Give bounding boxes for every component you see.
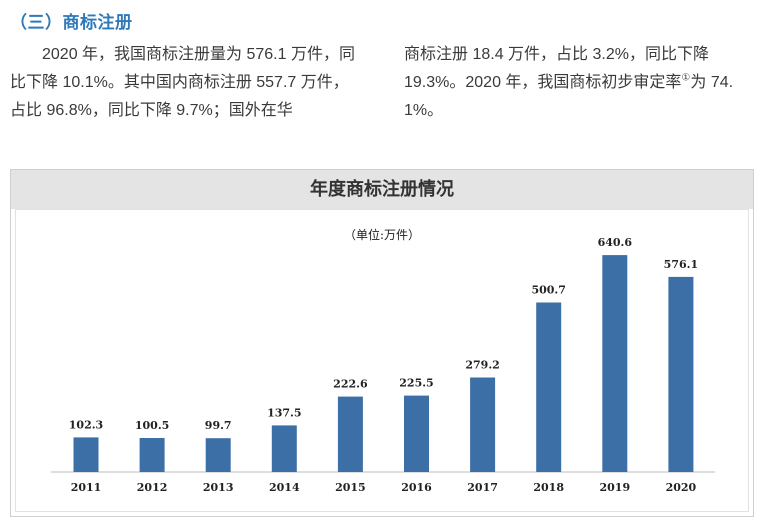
- paragraph-right-tail: 为 74. 1%。: [404, 74, 734, 119]
- chart-unit-label: （单位:万件）: [343, 228, 421, 242]
- chart-panel: 年度商标注册情况 （单位:万件） 102.3 2011 100.5 2012 99.7 2…: [10, 169, 754, 517]
- data-label-2018: 500.7: [531, 284, 565, 297]
- bar-2018: [536, 302, 562, 472]
- bar-2015: [337, 396, 363, 472]
- bar-chart: 102.3 2011 100.5 2012 99.7 2013 137.5 2014 222.6…: [51, 236, 715, 494]
- x-tick-label-2012: 2012: [137, 481, 168, 494]
- x-tick-label-2018: 2018: [533, 481, 564, 494]
- x-tick-label-2013: 2013: [203, 481, 234, 494]
- x-tick-label-2015: 2015: [335, 481, 366, 494]
- data-label-2017: 279.2: [465, 359, 499, 372]
- chart-plot-frame: [15, 209, 749, 512]
- x-tick-label-2011: 2011: [71, 481, 102, 494]
- x-tick-label-2016: 2016: [401, 481, 432, 494]
- bar-2020: [668, 276, 694, 472]
- body-paragraph-right: 商标注册 18.4 万件，占比 3.2%，同比下降 19.3%。2020 年，我…: [404, 41, 756, 125]
- data-label-2015: 222.6: [333, 378, 368, 391]
- chart-title: 年度商标注册情况: [310, 179, 454, 199]
- bar-2011: [73, 437, 99, 472]
- bar-2017: [470, 377, 496, 472]
- paragraph-right-text: 商标注册 18.4 万件，占比 3.2%，同比下降 19.3%。2020 年，我…: [404, 46, 709, 91]
- bar-2019: [602, 255, 628, 472]
- x-tick-label-2019: 2019: [599, 481, 630, 494]
- data-label-2019: 640.6: [598, 236, 633, 249]
- data-label-2012: 100.5: [135, 419, 169, 432]
- data-label-2014: 137.5: [267, 406, 301, 419]
- x-tick-label-2020: 2020: [666, 481, 697, 494]
- bar-2014: [271, 425, 297, 472]
- x-tick-label-2014: 2014: [269, 481, 300, 494]
- footnote-marker: ①: [681, 72, 691, 84]
- data-label-2013: 99.7: [205, 419, 232, 432]
- data-label-2011: 102.3: [69, 418, 103, 431]
- bar-2013: [205, 438, 231, 472]
- x-tick-label-2017: 2017: [467, 481, 498, 494]
- data-label-2020: 576.1: [664, 258, 698, 271]
- chart-title-band: [11, 170, 753, 209]
- body-paragraph-left: 2020 年，我国商标注册量为 576.1 万件，同比下降 10.1%。其中国内…: [10, 46, 355, 119]
- section-heading: （三）商标注册: [10, 13, 133, 32]
- data-label-2016: 225.5: [399, 377, 433, 390]
- bar-2016: [404, 395, 429, 472]
- bar-2012: [139, 438, 165, 472]
